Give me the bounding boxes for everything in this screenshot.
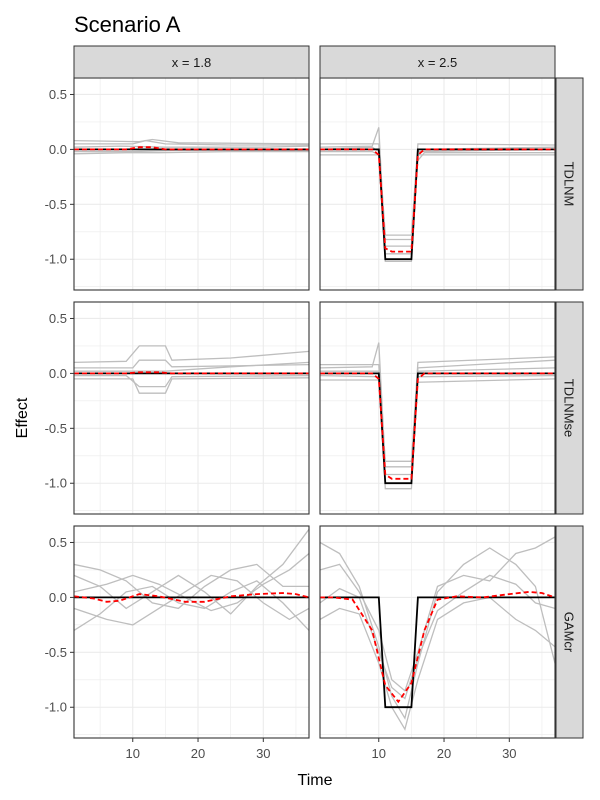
- row-strip-label: GAMcr: [562, 612, 577, 653]
- mean-estimate-line: [74, 371, 309, 375]
- replicate-line-5: [74, 138, 309, 145]
- x-tick-label: 30: [502, 746, 516, 761]
- panel-border: [319, 301, 556, 515]
- replicate-line-4: [74, 574, 309, 626]
- y-tick-label: 0.5: [49, 311, 67, 326]
- panel-border: [73, 525, 310, 739]
- column-strip-label: x = 2.5: [418, 55, 457, 70]
- replicate-line-1: [320, 541, 555, 720]
- replicate-line-1: [74, 345, 309, 364]
- row-strip-label: TDLNM: [562, 162, 577, 207]
- panel-border: [319, 525, 556, 739]
- truth-line: [320, 596, 555, 709]
- row-strip-2: [555, 301, 584, 515]
- replicate-line-3: [74, 374, 309, 388]
- replicate-line-2: [74, 580, 309, 631]
- replicate-line-1: [74, 139, 309, 146]
- y-tick-label: -0.5: [45, 421, 67, 436]
- replicate-line-2: [320, 374, 555, 490]
- chart-title: Scenario A: [74, 12, 181, 37]
- panel-tdlnmse-1: [73, 301, 310, 515]
- mean-estimate-line: [320, 590, 555, 704]
- panels-layer: [73, 77, 556, 739]
- mean-estimate-line: [320, 372, 555, 480]
- column-strip-1: [73, 45, 310, 79]
- x-tick-label: 30: [256, 746, 270, 761]
- y-tick-label: -1.0: [45, 252, 67, 267]
- panel-background: [74, 526, 309, 738]
- y-tick-label: 0.5: [49, 535, 67, 550]
- replicate-line-3: [320, 356, 555, 462]
- x-tick-label: 10: [372, 746, 386, 761]
- panel-background: [320, 526, 555, 738]
- panel-tdlnm-1: [73, 77, 310, 291]
- replicate-line-2: [74, 149, 309, 153]
- replicate-line-4: [74, 150, 309, 155]
- panel-tdlnm-2: [319, 77, 556, 291]
- y-tick-label: 0.5: [49, 87, 67, 102]
- panel-background: [74, 302, 309, 514]
- replicate-line-2: [320, 596, 555, 731]
- axes-layer: x = 1.8 x = 2.5 TDLNM TDLNMse GAMcr 0.5 0.0 -0.…: [45, 45, 584, 761]
- y-tick-label: -0.5: [45, 197, 67, 212]
- mean-estimate-line: [74, 146, 309, 151]
- y-axis-label: Effect: [14, 397, 31, 438]
- replicate-line-3: [320, 143, 555, 236]
- replicate-line-3: [74, 145, 309, 148]
- panel-tdlnmse-2: [319, 301, 556, 515]
- replicate-line-4: [320, 154, 555, 263]
- replicate-line-2: [320, 150, 555, 241]
- column-strip-2: [319, 45, 556, 79]
- panel-background: [320, 302, 555, 514]
- panel-gamcr-2: [319, 525, 556, 739]
- replicate-line-5: [74, 553, 309, 612]
- y-tick-label: -1.0: [45, 476, 67, 491]
- y-tick-label: -0.5: [45, 645, 67, 660]
- mean-estimate-line: [74, 592, 309, 603]
- row-strip-3: [555, 525, 584, 739]
- replicate-line-4: [320, 378, 555, 476]
- y-tick-label: 0.0: [49, 590, 67, 605]
- y-tick-label: -1.0: [45, 700, 67, 715]
- row-strip-label: TDLNMse: [562, 379, 577, 438]
- mean-estimate-line: [320, 148, 555, 253]
- replicate-line-3: [320, 536, 555, 692]
- panel-gamcr-1: [73, 525, 310, 739]
- row-strip-1: [555, 77, 584, 291]
- replicate-line-4: [74, 377, 309, 394]
- x-tick-label: 20: [437, 746, 451, 761]
- x-tick-label: 10: [126, 746, 140, 761]
- column-strip-label: x = 1.8: [172, 55, 211, 70]
- x-axis-label: Time: [298, 772, 333, 789]
- panel-background: [74, 78, 309, 290]
- panel-border: [73, 301, 310, 515]
- replicate-line-2: [74, 359, 309, 369]
- y-tick-label: 0.0: [49, 142, 67, 157]
- replicate-line-5: [74, 361, 309, 372]
- panel-background: [320, 78, 555, 290]
- y-tick-label: 0.0: [49, 366, 67, 381]
- x-tick-label: 20: [191, 746, 205, 761]
